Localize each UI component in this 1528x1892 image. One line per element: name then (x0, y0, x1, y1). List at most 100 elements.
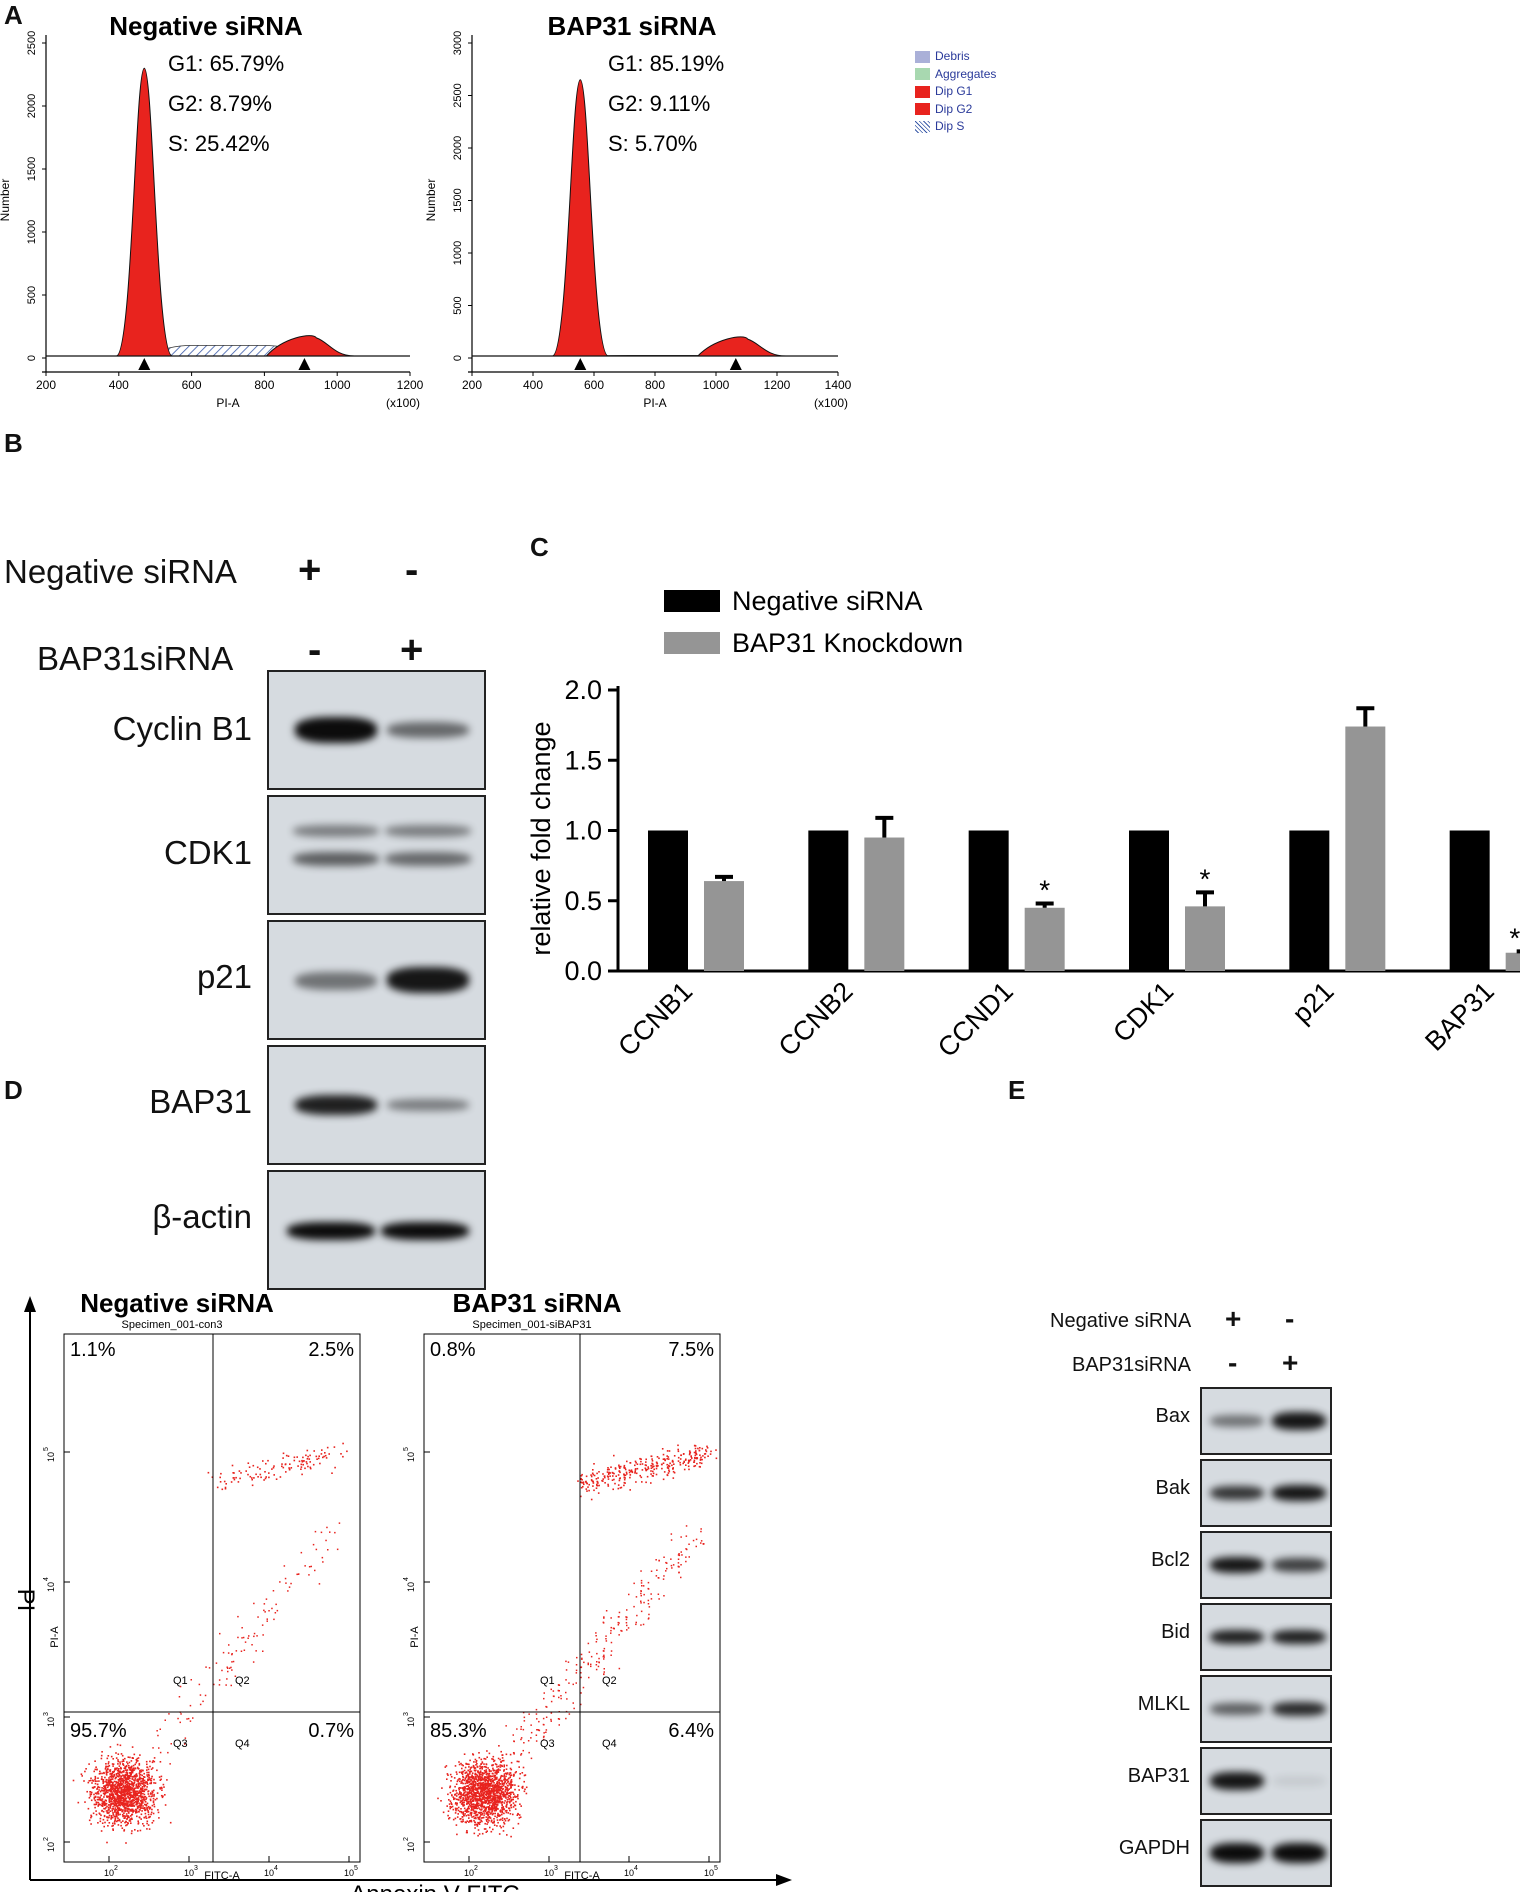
dot (635, 1596, 638, 1598)
dot (496, 1778, 498, 1780)
dot (108, 1799, 111, 1801)
dot (481, 1789, 484, 1792)
dot (474, 1827, 476, 1829)
dot (477, 1784, 480, 1787)
dot (139, 1807, 142, 1809)
dot (596, 1661, 598, 1663)
dot (458, 1761, 460, 1763)
dot (101, 1804, 104, 1807)
dot (486, 1756, 488, 1758)
dot (480, 1817, 483, 1819)
x-tick-label: CCND1 (932, 976, 1019, 1063)
dot (625, 1471, 628, 1474)
dot (107, 1765, 109, 1768)
dot (154, 1782, 157, 1784)
dot (505, 1811, 508, 1814)
s-percent: S: 25.42% (168, 131, 270, 156)
dot (143, 1790, 146, 1793)
dot (125, 1807, 127, 1809)
dot (101, 1751, 103, 1753)
dot (488, 1775, 491, 1778)
dot (473, 1806, 475, 1808)
dot (669, 1462, 671, 1465)
dot (477, 1795, 479, 1798)
dot (495, 1802, 498, 1804)
quadrant-q2-percent: 7.5% (668, 1339, 714, 1361)
dot (136, 1794, 139, 1796)
y-tick-exp: 5 (403, 1447, 410, 1451)
dot (480, 1811, 482, 1814)
x-tick-label: 400 (109, 378, 129, 392)
dot (138, 1802, 140, 1804)
dot (466, 1830, 468, 1832)
dot (152, 1800, 155, 1802)
dot (479, 1772, 481, 1775)
dot (116, 1803, 118, 1805)
dot (113, 1791, 116, 1793)
dot (603, 1647, 606, 1650)
dot (145, 1797, 148, 1799)
dot (287, 1590, 289, 1592)
dot (266, 1618, 268, 1620)
dot (596, 1638, 598, 1641)
dot (489, 1804, 491, 1807)
band (1210, 1486, 1264, 1500)
dot (459, 1778, 461, 1780)
dot (140, 1770, 143, 1773)
dot (103, 1790, 105, 1792)
dot (598, 1471, 600, 1473)
x-tick-label: 10 (624, 1868, 634, 1878)
dot (122, 1764, 125, 1766)
dot (668, 1469, 670, 1471)
dot (476, 1774, 479, 1777)
dot (700, 1456, 702, 1459)
dot (117, 1760, 119, 1763)
dot (170, 1743, 172, 1745)
dot (647, 1599, 650, 1602)
dot (516, 1814, 519, 1816)
dot (110, 1803, 112, 1806)
dot (477, 1799, 479, 1802)
dot (91, 1786, 94, 1789)
dot (119, 1772, 121, 1774)
dot (484, 1787, 487, 1789)
dot (317, 1457, 320, 1460)
dot (167, 1751, 169, 1754)
x-tick-label: 600 (182, 378, 202, 392)
dot (521, 1772, 524, 1774)
dot (478, 1793, 481, 1795)
dot (282, 1457, 284, 1459)
dot (484, 1766, 487, 1768)
dot (90, 1814, 92, 1817)
dot (149, 1778, 151, 1780)
dot (265, 1598, 268, 1600)
dot (527, 1740, 530, 1742)
dot (100, 1794, 102, 1797)
dot (645, 1464, 647, 1467)
dot (263, 1603, 266, 1605)
dot (581, 1657, 583, 1660)
dot (125, 1765, 128, 1768)
dot (140, 1782, 142, 1784)
dot (477, 1776, 480, 1779)
dot (471, 1774, 473, 1776)
dot (147, 1811, 150, 1813)
dot (115, 1815, 118, 1817)
dot (500, 1790, 503, 1792)
dot (513, 1753, 515, 1755)
dot (142, 1802, 144, 1804)
x-tick-label: 10 (544, 1868, 554, 1878)
dot (498, 1792, 501, 1795)
blot-b-label-bap31: BAP31 (149, 1083, 252, 1120)
dot (692, 1539, 695, 1542)
dot (113, 1805, 116, 1807)
dot (459, 1818, 461, 1820)
dot (123, 1779, 126, 1782)
dot (77, 1801, 80, 1804)
dot (486, 1803, 489, 1805)
dot (470, 1813, 473, 1815)
dot (507, 1812, 510, 1814)
dot (642, 1623, 645, 1626)
dot (472, 1784, 475, 1787)
panel-label-a: A (4, 0, 23, 30)
